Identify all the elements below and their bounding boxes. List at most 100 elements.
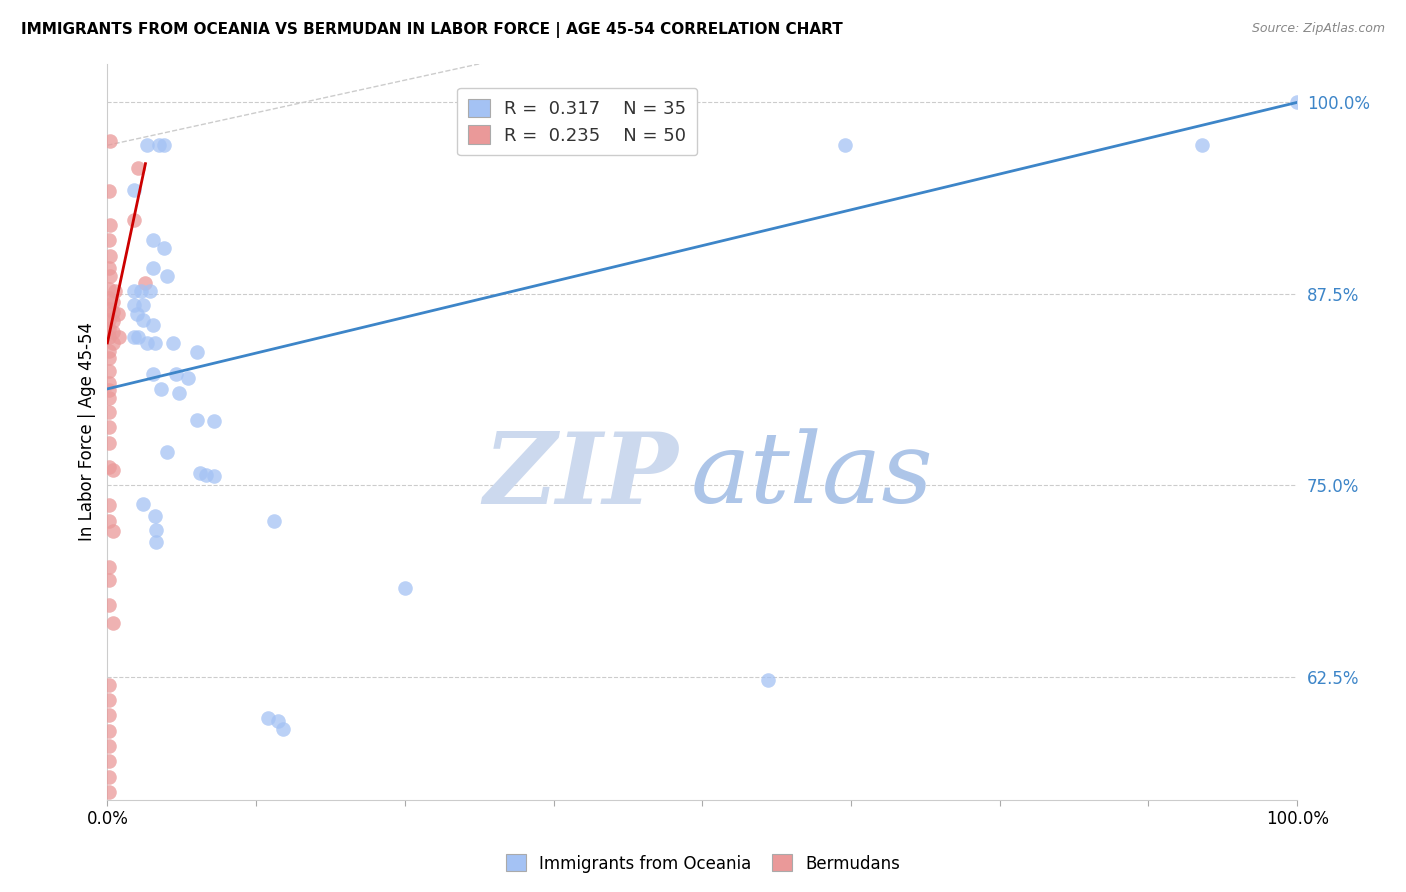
Point (97, 574, 120, 588)
Point (97, 343, 120, 358)
Legend: Immigrants from Oceania, Bermudans: Immigrants from Oceania, Bermudans (499, 847, 907, 880)
Point (135, 138, 157, 153)
Point (122, 284, 145, 298)
Point (97, 460, 120, 475)
Point (156, 444, 179, 458)
Point (98, 249, 121, 263)
Point (97, 785, 120, 799)
Point (132, 297, 155, 311)
Point (97, 405, 120, 419)
Point (132, 497, 155, 511)
Point (204, 414, 226, 428)
Point (129, 284, 152, 298)
Point (97, 282, 120, 296)
Point (97, 499, 120, 513)
Point (122, 297, 145, 311)
Point (834, 138, 856, 153)
Text: atlas: atlas (690, 428, 934, 524)
Point (97, 693, 120, 707)
Point (204, 469, 226, 483)
Point (98, 268, 121, 283)
Point (127, 330, 149, 344)
Point (162, 335, 184, 350)
Point (142, 367, 165, 381)
Point (756, 673, 779, 687)
Text: ZIP: ZIP (484, 427, 679, 524)
Point (143, 335, 166, 350)
Point (103, 463, 125, 477)
Point (177, 371, 200, 385)
Point (103, 616, 125, 631)
Point (273, 722, 295, 736)
Point (156, 268, 179, 283)
Point (186, 345, 208, 359)
Point (108, 330, 131, 344)
Point (135, 335, 157, 350)
Point (188, 466, 211, 480)
Point (97, 233, 120, 247)
Point (97, 292, 120, 306)
Point (97, 376, 120, 390)
Point (97, 677, 120, 691)
Point (97, 363, 120, 377)
Point (103, 524, 125, 539)
Point (153, 241, 176, 255)
Point (103, 294, 125, 309)
Point (97, 351, 120, 366)
Point (103, 325, 125, 339)
Point (263, 514, 285, 528)
Point (394, 581, 416, 595)
Point (145, 523, 167, 537)
Point (103, 305, 125, 319)
Point (97, 184, 120, 198)
Legend: R =  0.317    N = 35, R =  0.235    N = 50: R = 0.317 N = 35, R = 0.235 N = 50 (457, 87, 697, 155)
Point (186, 412, 208, 426)
Point (97, 559, 120, 574)
Point (142, 318, 165, 332)
Point (132, 313, 155, 327)
Point (97, 330, 120, 344)
Text: Source: ZipAtlas.com: Source: ZipAtlas.com (1251, 22, 1385, 36)
Point (97, 260, 120, 275)
Point (257, 711, 280, 725)
Point (97, 313, 120, 327)
Point (167, 386, 190, 401)
Point (103, 314, 125, 328)
Point (153, 138, 176, 153)
Point (97, 598, 120, 612)
Point (143, 509, 166, 524)
Point (97, 739, 120, 753)
Point (165, 367, 187, 381)
Point (97, 435, 120, 450)
Point (97, 723, 120, 738)
Point (127, 307, 149, 321)
Point (97, 302, 120, 317)
Point (134, 276, 156, 290)
Y-axis label: In Labor Force | Age 45-54: In Labor Force | Age 45-54 (79, 322, 96, 541)
Point (195, 467, 218, 482)
Point (142, 260, 165, 275)
Point (97, 420, 120, 434)
Point (122, 213, 145, 227)
Point (149, 382, 172, 396)
Point (97, 708, 120, 723)
Point (1191, 138, 1213, 153)
Text: IMMIGRANTS FROM OCEANIA VS BERMUDAN IN LABOR FORCE | AGE 45-54 CORRELATION CHART: IMMIGRANTS FROM OCEANIA VS BERMUDAN IN L… (21, 22, 842, 38)
Point (145, 535, 167, 549)
Point (103, 335, 125, 350)
Point (122, 330, 145, 344)
Point (97, 384, 120, 398)
Point (97, 770, 120, 784)
Point (97, 514, 120, 528)
Point (107, 307, 129, 321)
Point (122, 183, 145, 197)
Point (127, 161, 149, 176)
Point (148, 138, 170, 153)
Point (142, 233, 165, 247)
Point (1286, 95, 1309, 110)
Point (139, 284, 162, 298)
Point (97, 322, 120, 336)
Point (98, 134, 121, 148)
Point (103, 284, 125, 298)
Point (98, 218, 121, 232)
